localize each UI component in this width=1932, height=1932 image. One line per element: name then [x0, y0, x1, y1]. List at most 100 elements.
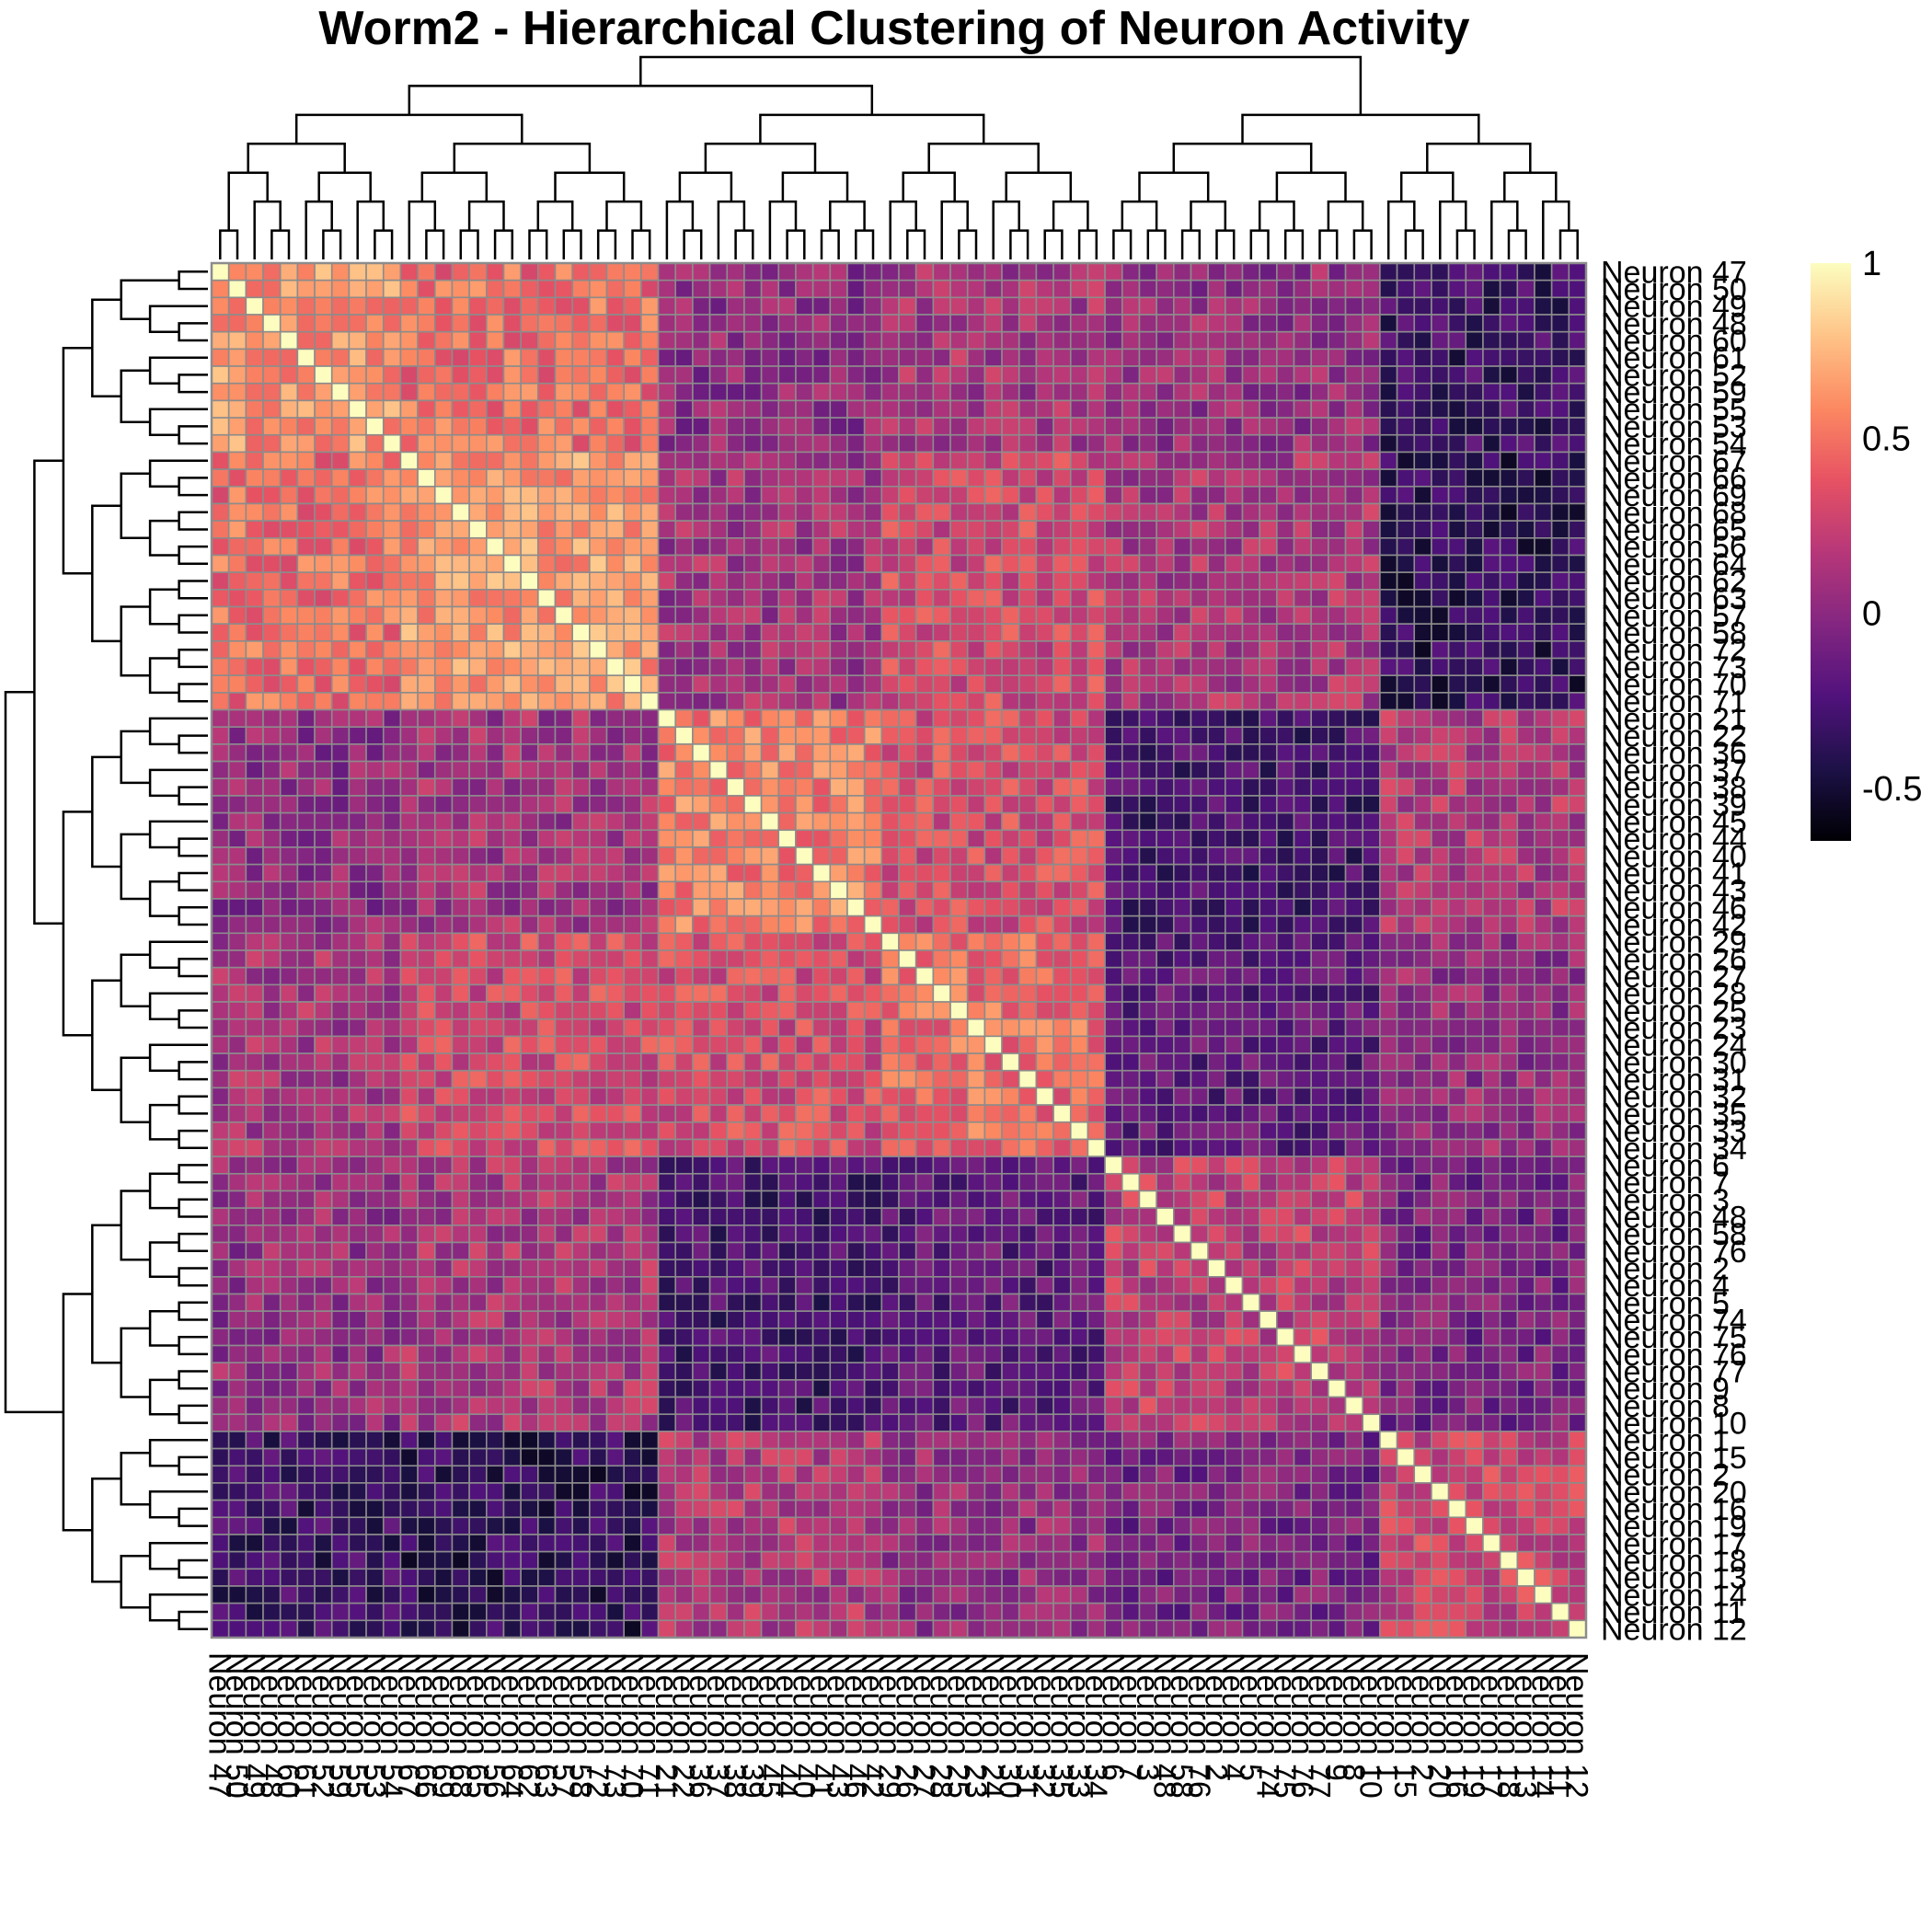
heatmap-cell — [829, 674, 848, 694]
heatmap-cell — [520, 846, 539, 866]
heatmap-cell — [1310, 417, 1329, 436]
heatmap-cell — [348, 1121, 367, 1141]
heatmap-cell — [348, 1241, 367, 1260]
heatmap-cell — [330, 932, 351, 951]
heatmap-cell — [502, 314, 522, 333]
heatmap-cell — [296, 966, 316, 986]
heatmap-cell — [399, 829, 419, 848]
heatmap-cell — [1379, 451, 1398, 470]
heatmap-cell — [932, 932, 951, 951]
heatmap-cell — [1310, 1259, 1329, 1278]
heatmap-cell — [880, 589, 900, 608]
heatmap-cell — [863, 708, 883, 729]
heatmap-cell — [657, 485, 677, 505]
heatmap-cell — [571, 468, 591, 488]
heatmap-cell — [1379, 485, 1398, 505]
heatmap-cell — [571, 1104, 591, 1123]
heatmap-cell — [1156, 914, 1175, 935]
heatmap-cell — [1310, 485, 1329, 505]
dendrogram-branch — [178, 958, 208, 978]
heatmap-cell — [829, 1001, 848, 1020]
heatmap-cell — [932, 760, 951, 780]
heatmap-cell — [1447, 1190, 1467, 1209]
heatmap-cell — [1156, 554, 1175, 573]
heatmap-cell — [605, 554, 626, 573]
heatmap-cell — [1516, 898, 1535, 917]
dendrogram-branch — [902, 171, 956, 202]
heatmap-cell — [1431, 536, 1450, 557]
heatmap-cell — [1104, 399, 1123, 419]
heatmap-cell — [433, 795, 454, 814]
heatmap-cell — [451, 777, 470, 797]
heatmap-cell — [657, 262, 677, 282]
heatmap-cell — [983, 1138, 1003, 1157]
heatmap-cell — [880, 1001, 900, 1020]
heatmap-cell — [1190, 760, 1209, 780]
heatmap-cell — [1121, 623, 1141, 642]
heatmap-cell — [1499, 846, 1519, 866]
heatmap-cell — [1156, 863, 1175, 883]
heatmap-cell — [1241, 279, 1260, 299]
dendrogram-branch — [1258, 200, 1295, 231]
heatmap-cell — [1550, 623, 1570, 642]
heatmap-cell — [1052, 502, 1072, 522]
heatmap-cell — [1156, 726, 1175, 745]
heatmap-cell — [1293, 1035, 1313, 1054]
heatmap-cell — [1052, 330, 1072, 351]
heatmap-cell — [468, 451, 488, 470]
heatmap-cell — [314, 1138, 333, 1157]
heatmap-cell — [433, 1018, 454, 1038]
heatmap-cell — [692, 314, 711, 333]
heatmap-cell — [1550, 417, 1570, 436]
heatmap-cell — [296, 485, 316, 505]
heatmap-cell — [898, 468, 917, 488]
heatmap-cell — [726, 692, 745, 711]
heatmap-cell — [966, 657, 986, 677]
heatmap-cell — [1396, 657, 1416, 677]
heatmap-cell — [898, 726, 917, 745]
heatmap-cell — [227, 777, 247, 797]
heatmap-cell — [1001, 1207, 1020, 1226]
heatmap-cell — [1276, 898, 1295, 917]
heatmap-cell — [1534, 949, 1553, 969]
heatmap-cell — [1293, 777, 1313, 797]
heatmap-cell — [1241, 1259, 1260, 1278]
heatmap-cell — [657, 726, 677, 745]
heatmap-cell — [743, 777, 763, 797]
heatmap-cell — [692, 1138, 711, 1157]
heatmap-cell — [1052, 708, 1072, 729]
heatmap-cell — [605, 1018, 626, 1038]
heatmap-cell — [760, 1035, 780, 1054]
heatmap-cell — [657, 554, 677, 573]
heatmap-cell — [1413, 795, 1432, 814]
heatmap-cell — [399, 743, 419, 763]
heatmap-cell — [296, 417, 316, 436]
heatmap-cell — [314, 433, 333, 454]
heatmap-cell — [1207, 640, 1226, 660]
heatmap-cell — [863, 623, 883, 642]
heatmap-cell — [1534, 932, 1553, 951]
heatmap-cell — [1396, 846, 1416, 866]
heatmap-cell — [811, 417, 832, 436]
heatmap-cell — [863, 692, 883, 711]
heatmap-cell — [1156, 1172, 1175, 1192]
heatmap-cell — [417, 451, 436, 470]
heatmap-cell — [966, 1087, 986, 1106]
heatmap-cell — [623, 880, 642, 900]
heatmap-cell — [1447, 795, 1467, 814]
heatmap-cell — [1516, 382, 1535, 402]
heatmap-cell — [760, 451, 780, 470]
heatmap-cell — [1328, 674, 1347, 694]
heatmap-cell — [1035, 640, 1054, 660]
heatmap-cell — [829, 1035, 848, 1054]
heatmap-cell — [417, 1276, 436, 1295]
heatmap-cell — [760, 417, 780, 436]
heatmap-cell — [1379, 795, 1398, 814]
heatmap-cell — [1207, 382, 1226, 402]
heatmap-cell — [1138, 932, 1157, 951]
heatmap-cell — [399, 1069, 419, 1089]
heatmap-cell — [537, 640, 557, 660]
heatmap-cell — [1516, 399, 1535, 419]
heatmap-cell — [1344, 536, 1364, 557]
heatmap-cell — [296, 536, 316, 557]
